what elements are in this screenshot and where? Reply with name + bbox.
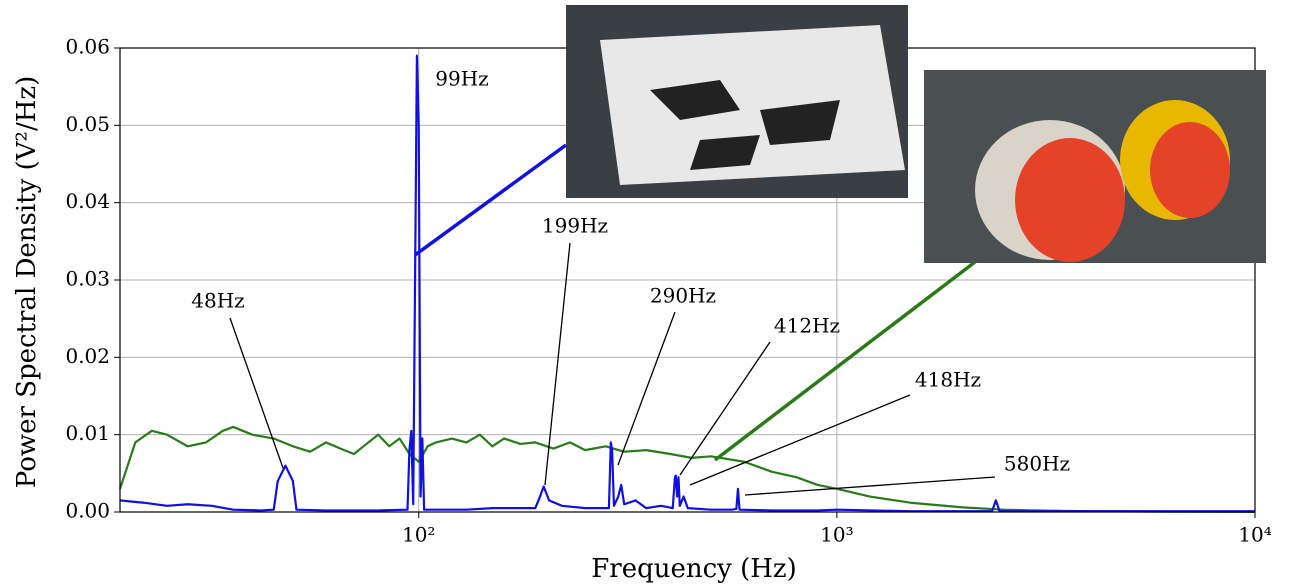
annotation-arrow	[744, 476, 996, 496]
annotation: 418Hz	[915, 368, 981, 392]
y-tick-label: 0.00	[65, 499, 110, 523]
x-axis-label: Frequency (Hz)	[591, 554, 797, 584]
connector	[413, 143, 568, 257]
y-tick-label: 0.06	[65, 35, 110, 59]
annotation-arrow	[617, 311, 676, 466]
y-tick-label: 0.03	[65, 267, 110, 291]
connector	[713, 260, 977, 462]
photo	[566, 5, 908, 198]
x-tick-label: 10⁴	[1238, 523, 1271, 547]
annotation: 412Hz	[774, 314, 840, 338]
y-tick-label: 0.05	[65, 112, 110, 136]
y-tick-label: 0.01	[65, 421, 110, 445]
annotation: 199Hz	[542, 214, 608, 238]
y-tick-label: 0.04	[65, 189, 110, 213]
series-line	[118, 425, 1256, 513]
y-axis-label: Power Spectral Density (V²/Hz)	[12, 76, 42, 488]
annotation-arrow	[689, 394, 911, 486]
annotation-arrow	[679, 341, 771, 476]
x-tick-label: 10²	[402, 523, 435, 547]
annotation: 290Hz	[650, 284, 716, 308]
annotation: 48Hz	[191, 289, 244, 313]
series-line	[119, 54, 1255, 513]
annotation: 99Hz	[435, 67, 488, 91]
y-tick-label: 0.02	[65, 344, 110, 368]
annotation-arrow	[544, 242, 571, 486]
annotation: 580Hz	[1004, 452, 1070, 476]
x-tick-label: 10³	[820, 523, 853, 547]
annotation-arrow	[229, 317, 284, 469]
photo	[924, 70, 1266, 263]
